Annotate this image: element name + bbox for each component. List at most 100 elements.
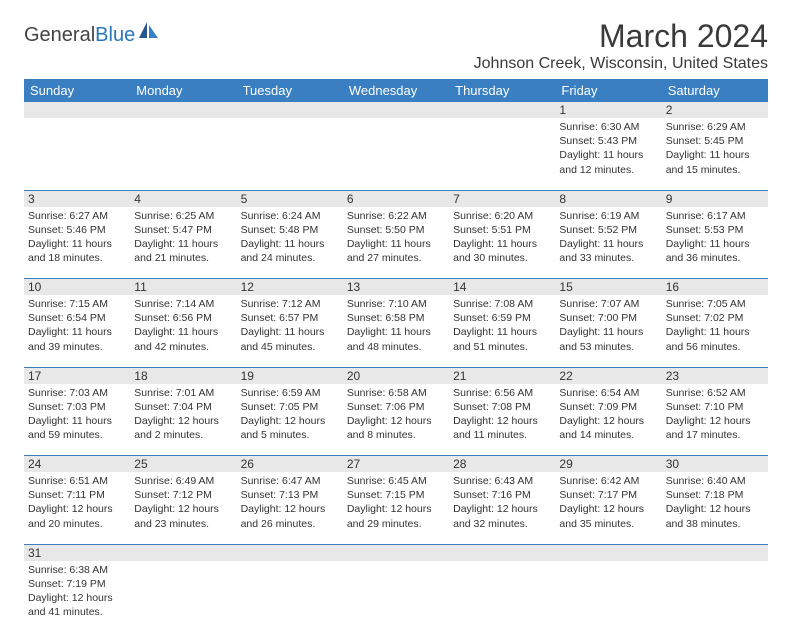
daylight-text: and 15 minutes. (666, 163, 764, 177)
sunset-text: Sunset: 5:47 PM (134, 223, 232, 237)
day-cell: Sunrise: 7:01 AMSunset: 7:04 PMDaylight:… (130, 384, 236, 456)
sunrise-text: Sunrise: 6:25 AM (134, 209, 232, 223)
day-cell (237, 118, 343, 190)
sunrise-text: Sunrise: 6:56 AM (453, 386, 551, 400)
daylight-text: Daylight: 11 hours (28, 237, 126, 251)
day-cell: Sunrise: 6:24 AMSunset: 5:48 PMDaylight:… (237, 207, 343, 279)
daylight-text: Daylight: 11 hours (453, 325, 551, 339)
calendar-header-row: SundayMondayTuesdayWednesdayThursdayFrid… (24, 79, 768, 102)
day-cell: Sunrise: 6:47 AMSunset: 7:13 PMDaylight:… (237, 472, 343, 544)
daylight-text: and 18 minutes. (28, 251, 126, 265)
sunrise-text: Sunrise: 7:07 AM (559, 297, 657, 311)
day-cell (449, 118, 555, 190)
day-cell: Sunrise: 6:49 AMSunset: 7:12 PMDaylight:… (130, 472, 236, 544)
location-text: Johnson Creek, Wisconsin, United States (474, 55, 768, 73)
day-cell: Sunrise: 7:08 AMSunset: 6:59 PMDaylight:… (449, 295, 555, 367)
daylight-text: and 38 minutes. (666, 517, 764, 531)
day-cell: Sunrise: 6:25 AMSunset: 5:47 PMDaylight:… (130, 207, 236, 279)
day-number-cell: 1 (555, 102, 661, 118)
day-cell: Sunrise: 6:38 AMSunset: 7:19 PMDaylight:… (24, 561, 130, 633)
sunset-text: Sunset: 7:05 PM (241, 400, 339, 414)
daylight-text: and 45 minutes. (241, 340, 339, 354)
daylight-text: and 21 minutes. (134, 251, 232, 265)
sunrise-text: Sunrise: 7:08 AM (453, 297, 551, 311)
sunrise-text: Sunrise: 6:40 AM (666, 474, 764, 488)
day-number-cell: 31 (24, 544, 130, 561)
day-cell: Sunrise: 6:30 AMSunset: 5:43 PMDaylight:… (555, 118, 661, 190)
daylight-text: and 29 minutes. (347, 517, 445, 531)
daylight-text: and 5 minutes. (241, 428, 339, 442)
sunrise-text: Sunrise: 6:59 AM (241, 386, 339, 400)
sunset-text: Sunset: 5:53 PM (666, 223, 764, 237)
sunrise-text: Sunrise: 6:52 AM (666, 386, 764, 400)
sunset-text: Sunset: 7:03 PM (28, 400, 126, 414)
day-number-cell (237, 102, 343, 118)
daylight-text: Daylight: 12 hours (347, 502, 445, 516)
daylight-text: Daylight: 11 hours (453, 237, 551, 251)
day-cell: Sunrise: 7:03 AMSunset: 7:03 PMDaylight:… (24, 384, 130, 456)
sunrise-text: Sunrise: 6:47 AM (241, 474, 339, 488)
daylight-text: and 42 minutes. (134, 340, 232, 354)
day-cell: Sunrise: 7:10 AMSunset: 6:58 PMDaylight:… (343, 295, 449, 367)
daylight-text: and 20 minutes. (28, 517, 126, 531)
daylight-text: and 59 minutes. (28, 428, 126, 442)
daylight-text: Daylight: 11 hours (347, 237, 445, 251)
logo-text-accent: Blue (95, 24, 135, 47)
daylight-text: Daylight: 11 hours (666, 325, 764, 339)
daylight-text: Daylight: 12 hours (453, 502, 551, 516)
daylight-text: and 35 minutes. (559, 517, 657, 531)
day-cell: Sunrise: 7:05 AMSunset: 7:02 PMDaylight:… (662, 295, 768, 367)
day-number-cell (130, 102, 236, 118)
sunset-text: Sunset: 7:04 PM (134, 400, 232, 414)
sunset-text: Sunset: 7:16 PM (453, 488, 551, 502)
daylight-text: Daylight: 12 hours (241, 502, 339, 516)
sunrise-text: Sunrise: 6:51 AM (28, 474, 126, 488)
daylight-text: Daylight: 11 hours (241, 325, 339, 339)
day-cell: Sunrise: 6:17 AMSunset: 5:53 PMDaylight:… (662, 207, 768, 279)
day-number-cell: 29 (555, 456, 661, 473)
day-cell: Sunrise: 6:22 AMSunset: 5:50 PMDaylight:… (343, 207, 449, 279)
daylight-text: and 11 minutes. (453, 428, 551, 442)
daylight-text: Daylight: 12 hours (241, 414, 339, 428)
day-number-cell (343, 544, 449, 561)
sunrise-text: Sunrise: 7:03 AM (28, 386, 126, 400)
day-number-cell (555, 544, 661, 561)
day-cell (237, 561, 343, 633)
day-number-cell: 23 (662, 367, 768, 384)
day-cell (343, 118, 449, 190)
day-number-cell: 15 (555, 279, 661, 296)
daylight-text: Daylight: 11 hours (666, 148, 764, 162)
day-cell: Sunrise: 6:29 AMSunset: 5:45 PMDaylight:… (662, 118, 768, 190)
daylight-text: and 24 minutes. (241, 251, 339, 265)
daylight-text: and 30 minutes. (453, 251, 551, 265)
sunset-text: Sunset: 5:43 PM (559, 134, 657, 148)
sunrise-text: Sunrise: 6:42 AM (559, 474, 657, 488)
day-cell (449, 561, 555, 633)
day-number-cell: 19 (237, 367, 343, 384)
daylight-text: Daylight: 12 hours (347, 414, 445, 428)
day-cell: Sunrise: 6:27 AMSunset: 5:46 PMDaylight:… (24, 207, 130, 279)
daynum-row: 24252627282930 (24, 456, 768, 473)
sunset-text: Sunset: 6:57 PM (241, 311, 339, 325)
day-number-cell: 18 (130, 367, 236, 384)
daynum-row: 17181920212223 (24, 367, 768, 384)
daylight-text: Daylight: 11 hours (559, 237, 657, 251)
sunrise-text: Sunrise: 6:24 AM (241, 209, 339, 223)
daylight-text: Daylight: 11 hours (666, 237, 764, 251)
sunset-text: Sunset: 5:51 PM (453, 223, 551, 237)
day-cell: Sunrise: 6:52 AMSunset: 7:10 PMDaylight:… (662, 384, 768, 456)
sunrise-text: Sunrise: 6:30 AM (559, 120, 657, 134)
day-number-cell: 27 (343, 456, 449, 473)
daylight-text: Daylight: 11 hours (241, 237, 339, 251)
sunset-text: Sunset: 6:59 PM (453, 311, 551, 325)
day-number-cell (130, 544, 236, 561)
daylight-text: Daylight: 12 hours (666, 502, 764, 516)
day-number-cell (449, 544, 555, 561)
day-number-cell: 2 (662, 102, 768, 118)
sunset-text: Sunset: 7:12 PM (134, 488, 232, 502)
daynum-row: 10111213141516 (24, 279, 768, 296)
day-cell (662, 561, 768, 633)
sunrise-text: Sunrise: 6:58 AM (347, 386, 445, 400)
sunset-text: Sunset: 6:56 PM (134, 311, 232, 325)
sunrise-text: Sunrise: 6:38 AM (28, 563, 126, 577)
